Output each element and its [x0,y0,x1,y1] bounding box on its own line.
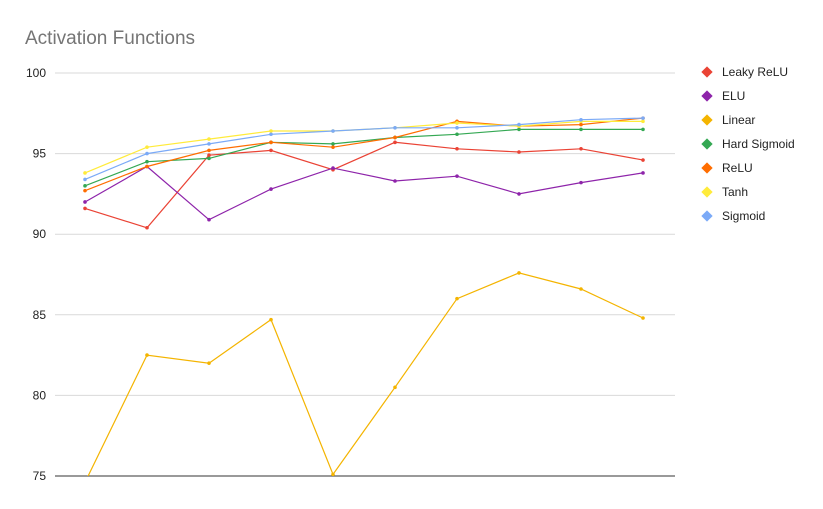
legend-diamond-icon [701,162,713,174]
legend-item-leaky-relu[interactable]: Leaky ReLU [701,65,788,79]
data-point-linear [579,287,583,291]
data-point-tanh [83,171,87,175]
data-point-relu [269,140,273,145]
data-point-sigmoid [207,142,211,146]
data-point-tanh [145,145,149,149]
data-point-tanh [207,137,211,141]
data-point-relu [207,148,211,153]
data-point-relu [83,188,87,193]
data-point-relu [331,145,335,149]
data-point-leaky-relu [641,158,645,162]
data-point-relu [393,135,397,140]
series-line-hard-sigmoid [84,128,643,187]
series-line-sigmoid [84,117,644,180]
legend-item-elu[interactable]: ELU [701,89,745,103]
legend-item-tanh[interactable]: Tanh [701,185,748,199]
data-point-tanh [269,129,273,133]
data-point-hard-sigmoid [517,127,521,132]
legend-label: ELU [722,89,745,103]
legend[interactable]: Leaky ReLU ELU Linear Hard Sigmoid ReLU Tanh S… [701,65,795,223]
data-point-sigmoid [331,129,335,133]
data-point-hard-sigmoid [641,127,645,132]
series-line-leaky-relu [84,141,644,229]
legend-diamond-icon [701,66,713,78]
legend-label: Hard Sigmoid [722,137,795,151]
data-point-hard-sigmoid [207,156,211,161]
legend-label: ReLU [722,161,753,175]
data-point-elu [207,217,211,222]
data-point-leaky-relu [517,150,521,154]
legend-label: Leaky ReLU [722,65,788,79]
data-point-elu [269,187,273,191]
series-lines [83,116,645,485]
data-point-tanh [455,121,459,125]
data-point-tanh [641,119,645,124]
data-point-leaky-relu [579,146,583,151]
legend-diamond-icon [701,210,713,222]
data-point-hard-sigmoid [455,132,459,137]
chart-title: Activation Functions [25,28,195,49]
data-point-hard-sigmoid [145,159,149,164]
data-point-linear [83,481,87,485]
data-point-elu [393,179,397,183]
legend-label: Sigmoid [722,209,765,223]
y-axis: 100 95 90 85 80 75 [26,66,675,483]
data-point-elu [455,174,459,178]
data-point-linear [145,353,149,357]
series-line-linear [87,272,644,476]
data-point-linear [331,472,335,476]
data-point-elu [641,171,645,175]
data-point-sigmoid [455,126,459,130]
data-point-linear [517,271,521,275]
data-point-sigmoid [641,116,645,120]
legend-diamond-icon [701,90,713,102]
data-point-hard-sigmoid [83,184,87,188]
y-tick-label: 80 [33,388,47,402]
y-tick-label: 75 [33,469,47,483]
data-point-linear [269,317,273,322]
data-point-sigmoid [393,126,397,130]
y-tick-label: 95 [33,147,47,161]
data-point-hard-sigmoid [331,142,335,146]
legend-label: Tanh [722,185,748,199]
data-point-hard-sigmoid [579,127,583,132]
data-point-relu [145,164,149,169]
y-tick-label: 100 [26,66,46,80]
data-point-elu [331,166,335,170]
data-point-linear [641,316,645,320]
data-point-linear [455,296,459,301]
legend-diamond-icon [701,186,713,198]
data-point-linear [393,385,397,390]
legend-item-sigmoid[interactable]: Sigmoid [701,209,765,223]
data-point-leaky-relu [207,153,211,158]
data-point-leaky-relu [145,225,149,230]
legend-item-hard-sigmoid[interactable]: Hard Sigmoid [701,137,795,151]
data-point-leaky-relu [269,148,273,153]
data-point-sigmoid [145,151,149,156]
y-tick-label: 90 [33,227,47,241]
data-point-sigmoid [579,117,583,122]
data-point-leaky-relu [455,146,459,151]
data-point-linear [207,361,211,365]
series-line-elu [84,165,644,221]
legend-item-linear[interactable]: Linear [701,113,755,127]
data-point-leaky-relu [393,140,397,145]
data-point-sigmoid [83,177,87,182]
legend-label: Linear [722,113,755,127]
data-point-elu [579,180,583,185]
data-point-elu [517,192,521,196]
data-point-sigmoid [517,122,521,127]
y-tick-label: 85 [33,308,47,322]
legend-diamond-icon [701,138,713,150]
data-point-relu [579,122,583,127]
grid [55,72,675,396]
data-point-sigmoid [269,132,273,137]
series-line-relu [84,117,644,192]
data-point-elu [83,200,87,204]
legend-diamond-icon [701,114,713,126]
data-point-leaky-relu [83,206,87,211]
legend-item-relu[interactable]: ReLU [701,161,753,175]
